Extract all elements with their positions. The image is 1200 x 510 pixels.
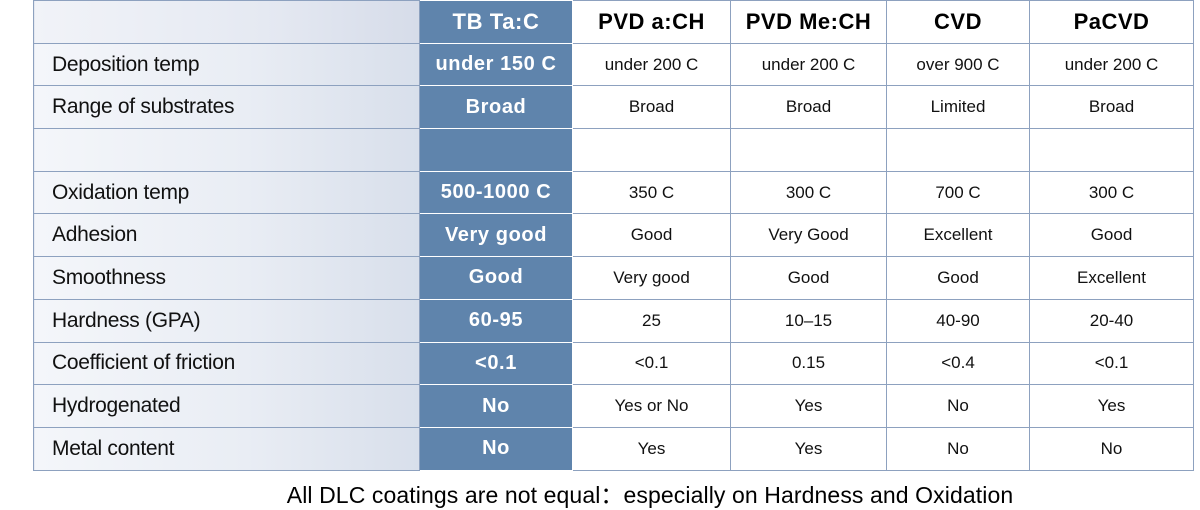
table-cell: 40-90 xyxy=(886,298,1030,343)
table-cell: 25 xyxy=(572,298,731,343)
table-cell: Good xyxy=(730,256,887,300)
column-header-pacvd: PaCVD xyxy=(1029,0,1194,44)
table-cell: No xyxy=(886,426,1030,471)
row-label: Coefficient of friction xyxy=(33,341,420,386)
table-cell: under 200 C xyxy=(572,42,731,87)
table-cell xyxy=(1029,128,1194,172)
row-label: Oxidation temp xyxy=(33,170,420,215)
table-row: Metal content No Yes Yes No No xyxy=(33,426,1194,471)
tb-tac-value-cell xyxy=(419,128,573,172)
table-cell: Yes xyxy=(1029,384,1194,428)
column-header-pvd-mech: PVD Me:CH xyxy=(730,0,887,44)
tb-tac-value-cell: Broad xyxy=(419,85,573,130)
table-cell: over 900 C xyxy=(886,42,1030,87)
table-cell: under 200 C xyxy=(730,42,887,87)
header-row: TB Ta:C PVD a:CH PVD Me:CH CVD PaCVD xyxy=(33,0,1194,44)
table-cell: Very good xyxy=(572,256,731,300)
table-cell: Excellent xyxy=(1029,256,1194,300)
column-header-cvd: CVD xyxy=(886,0,1030,44)
tb-tac-value-cell: Very good xyxy=(419,213,573,258)
row-label: Metal content xyxy=(33,426,420,471)
table-cell: Broad xyxy=(730,85,887,130)
tb-tac-value-cell: Good xyxy=(419,256,573,300)
table-cell: No xyxy=(1029,426,1194,471)
table-row: Range of substrates Broad Broad Broad Limite… xyxy=(33,85,1194,130)
table-cell: 350 C xyxy=(572,170,731,215)
table-cell: 300 C xyxy=(730,170,887,215)
tb-tac-value-cell: 60-95 xyxy=(419,298,573,343)
table-cell: Limited xyxy=(886,85,1030,130)
row-label: Hardness (GPA) xyxy=(33,298,420,343)
header-corner-cell xyxy=(33,0,420,44)
column-header-pvd-ach: PVD a:CH xyxy=(572,0,731,44)
table-cell xyxy=(572,128,731,172)
table-cell: Yes xyxy=(572,426,731,471)
tb-tac-value-cell: <0.1 xyxy=(419,341,573,386)
table-cell: Good xyxy=(1029,213,1194,258)
tb-tac-value-cell: under 150 C xyxy=(419,42,573,87)
tb-tac-value-cell: No xyxy=(419,426,573,471)
table-cell xyxy=(886,128,1030,172)
tb-tac-value-cell: No xyxy=(419,384,573,428)
table-cell: under 200 C xyxy=(1029,42,1194,87)
row-label: Smoothness xyxy=(33,256,420,300)
table-caption: All DLC coatings are not equal：especiall… xyxy=(286,482,1014,508)
table-cell xyxy=(730,128,887,172)
table-cell: <0.4 xyxy=(886,341,1030,386)
table-row: Hydrogenated No Yes or No Yes No Yes xyxy=(33,384,1194,428)
row-label xyxy=(33,128,420,172)
dlc-comparison-table: TB Ta:C PVD a:CH PVD Me:CH CVD PaCVD Dep… xyxy=(33,0,1194,471)
table-cell: 0.15 xyxy=(730,341,887,386)
table-row: Adhesion Very good Good Very Good Excellent G… xyxy=(33,213,1194,258)
table-cell: Broad xyxy=(1029,85,1194,130)
table-cell: Yes xyxy=(730,384,887,428)
row-label: Adhesion xyxy=(33,213,420,258)
comparison-table-container: TB Ta:C PVD a:CH PVD Me:CH CVD PaCVD Dep… xyxy=(33,0,1194,471)
row-label: Range of substrates xyxy=(33,85,420,130)
table-row: Hardness (GPA) 60-95 25 10–15 40-90 20-40 xyxy=(33,298,1194,343)
table-cell: Good xyxy=(886,256,1030,300)
table-cell: No xyxy=(886,384,1030,428)
row-label: Deposition temp xyxy=(33,42,420,87)
table-cell: <0.1 xyxy=(1029,341,1194,386)
table-cell: Yes xyxy=(730,426,887,471)
row-label: Hydrogenated xyxy=(33,384,420,428)
table-cell: 20-40 xyxy=(1029,298,1194,343)
table-row: Coefficient of friction <0.1 <0.1 0.15 <0.4 <… xyxy=(33,341,1194,386)
column-header-tb-tac: TB Ta:C xyxy=(419,0,573,44)
table-cell: 10–15 xyxy=(730,298,887,343)
table-cell: Very Good xyxy=(730,213,887,258)
table-row: Smoothness Good Very good Good Good Excellent xyxy=(33,256,1194,300)
table-cell: Broad xyxy=(572,85,731,130)
table-cell: Excellent xyxy=(886,213,1030,258)
table-row xyxy=(33,128,1194,172)
table-cell: 700 C xyxy=(886,170,1030,215)
table-cell: <0.1 xyxy=(572,341,731,386)
table-cell: 300 C xyxy=(1029,170,1194,215)
table-cell: Yes or No xyxy=(572,384,731,428)
tb-tac-value-cell: 500-1000 C xyxy=(419,170,573,215)
table-cell: Good xyxy=(572,213,731,258)
